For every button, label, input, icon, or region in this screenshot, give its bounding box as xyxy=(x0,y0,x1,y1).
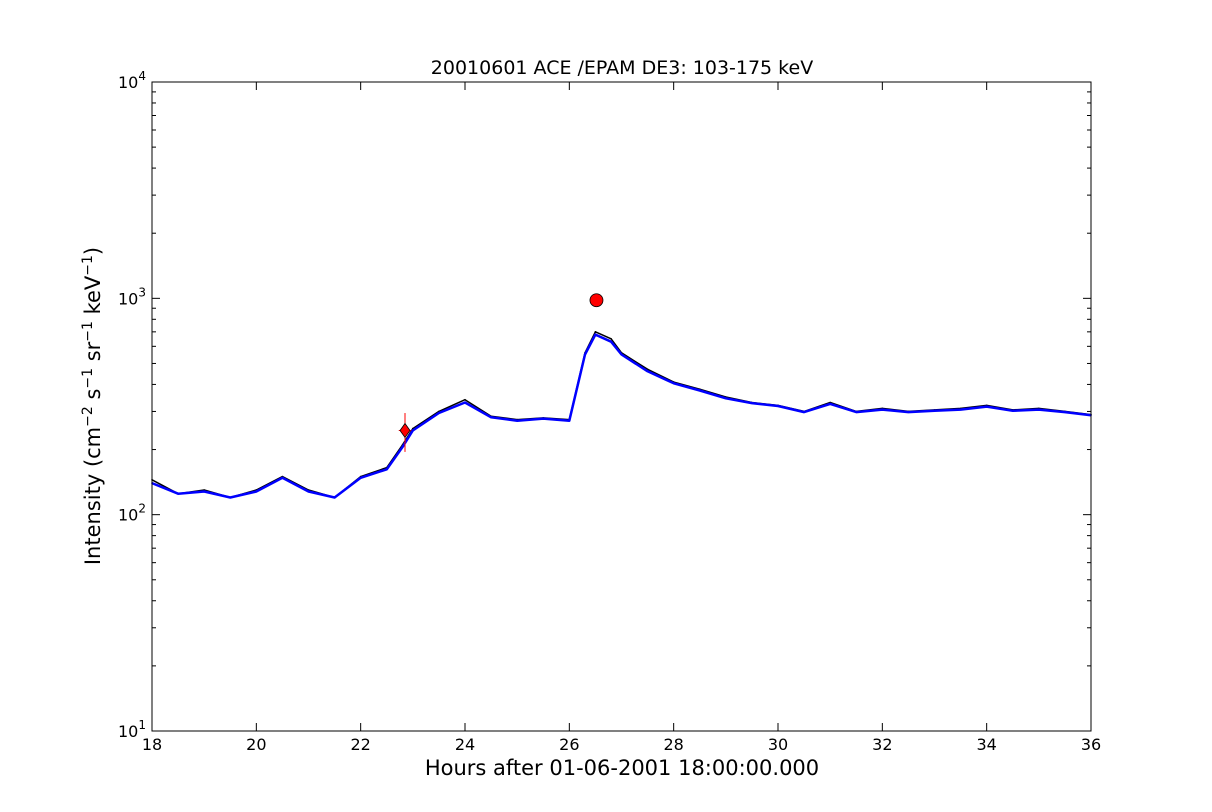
y-axis: 101 102 103 104 xyxy=(118,69,1091,741)
data-point-smoothed xyxy=(855,411,858,413)
y-label-kev: keV xyxy=(81,275,105,321)
data-point-smoothed xyxy=(725,397,727,400)
data-point-smoothed xyxy=(907,411,910,413)
data-point-smoothed xyxy=(203,490,205,493)
x-tick-label: 24 xyxy=(455,735,475,754)
x-tick-label: 20 xyxy=(246,735,266,754)
data-point-smoothed xyxy=(751,402,753,404)
data-point-smoothed xyxy=(594,333,597,336)
chart-title: 20010601 ACE /EPAM DE3: 103-175 keV xyxy=(431,57,813,79)
data-point-smoothed xyxy=(584,353,586,356)
data-point-smoothed xyxy=(229,496,232,499)
y-label-exp-sr: −1 xyxy=(80,321,96,342)
data-point-smoothed xyxy=(1038,408,1040,411)
series-line-smoothed xyxy=(151,333,1092,499)
data-point-smoothed xyxy=(699,389,701,392)
peak-marker xyxy=(589,293,604,308)
data-point-smoothed xyxy=(516,419,518,422)
data-point-raw xyxy=(610,338,612,340)
y-axis-label: Intensity (cm−2 s−1 sr−1 keV−1) xyxy=(80,247,105,565)
y-tick-label: 103 xyxy=(118,285,146,308)
x-tick-label: 32 xyxy=(872,735,892,754)
y-tick-label: 104 xyxy=(118,69,146,92)
x-tick-label: 22 xyxy=(350,735,370,754)
data-point-smoothed xyxy=(881,408,884,411)
y-label-exp-s: −1 xyxy=(80,368,96,389)
data-point-smoothed xyxy=(933,410,936,412)
data-point-smoothed xyxy=(438,412,440,414)
data-point-raw xyxy=(594,331,597,333)
data-point-smoothed xyxy=(307,490,310,493)
data-point-smoothed xyxy=(829,403,831,405)
y-tick-label: 102 xyxy=(118,502,146,525)
series-layer xyxy=(151,331,1092,499)
y-label-exp-cm: −2 xyxy=(80,406,96,427)
data-point-smoothed xyxy=(255,490,258,493)
data-point-smoothed xyxy=(401,446,404,449)
data-point-smoothed xyxy=(672,382,675,385)
data-point-smoothed xyxy=(777,405,779,407)
data-point-smoothed xyxy=(386,468,388,471)
series-line-raw xyxy=(151,331,1092,499)
data-point-smoothed xyxy=(1012,410,1014,412)
y-label-exp-kev: −1 xyxy=(80,255,96,276)
data-point-smoothed xyxy=(542,417,545,420)
x-tick-label: 28 xyxy=(663,735,683,754)
y-label-suffix: ) xyxy=(81,247,105,255)
data-point-smoothed xyxy=(359,477,362,479)
data-point-raw xyxy=(464,398,466,401)
data-point-smoothed xyxy=(333,496,336,499)
data-point-smoothed xyxy=(1064,411,1066,413)
data-point-smoothed xyxy=(412,429,414,432)
y-label-s: s xyxy=(81,389,105,407)
x-axis: 18 20 22 24 26 28 30 32 34 36 xyxy=(142,82,1101,754)
y-tick-label: 101 xyxy=(118,718,146,741)
x-tick-label: 30 xyxy=(768,735,788,754)
data-point-smoothed xyxy=(985,405,988,408)
x-tick-label: 26 xyxy=(559,735,579,754)
data-point-smoothed xyxy=(281,477,284,479)
data-point-smoothed xyxy=(803,411,805,413)
data-point-smoothed xyxy=(646,370,649,373)
data-point-smoothed xyxy=(464,401,466,404)
data-point-smoothed xyxy=(568,419,571,422)
x-tick-label: 18 xyxy=(142,735,162,754)
marker-layer xyxy=(398,293,604,452)
data-point-smoothed xyxy=(620,353,623,356)
data-point-smoothed xyxy=(490,416,492,419)
x-axis-label: Hours after 01-06-2001 18:00:00.000 xyxy=(425,756,819,780)
data-point-smoothed xyxy=(959,408,962,411)
data-point-smoothed xyxy=(610,340,612,343)
y-label-sr: sr xyxy=(81,341,105,368)
plot-frame xyxy=(151,81,1092,732)
x-tick-label: 34 xyxy=(976,735,996,754)
x-tick-label: 36 xyxy=(1081,735,1101,754)
data-point-smoothed xyxy=(177,492,179,495)
y-label-prefix: Intensity (cm xyxy=(81,427,105,565)
onset-marker xyxy=(399,422,411,439)
